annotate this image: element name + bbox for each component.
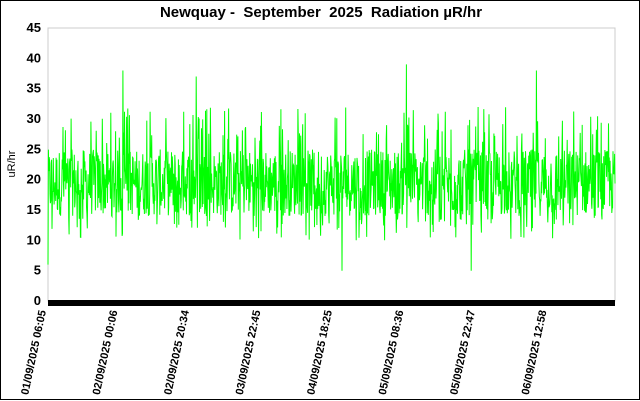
x-tick-label: 05/09/2025 22:47 (448, 309, 478, 396)
y-tick-label: 15 (27, 202, 41, 217)
series-layer (47, 64, 616, 271)
chart-title: Newquay - September 2025 Radiation µR/hr (159, 4, 483, 21)
x-axis-bar (48, 300, 615, 306)
y-tick-label: 5 (34, 263, 41, 278)
y-tick-label: 0 (34, 293, 41, 308)
y-tick-label: 10 (27, 232, 41, 247)
x-tick-label: 01/09/2025 06:05 (19, 309, 49, 396)
y-tick-label: 45 (27, 20, 41, 35)
x-tick-label: 04/09/2025 18:25 (305, 309, 335, 396)
x-tick-label: 06/09/2025 12:58 (520, 309, 550, 396)
y-tick-label: 25 (27, 141, 41, 156)
y-axis-label: uR/hr (6, 150, 18, 177)
y-tick-label: 30 (27, 111, 41, 126)
y-tick-label: 40 (27, 50, 41, 65)
y-tick-label: 35 (27, 81, 41, 96)
y-tick-labels: 0 5 10 15 20 25 30 35 40 45 (27, 20, 41, 308)
x-tick-label: 02/09/2025 20:34 (162, 308, 192, 396)
x-tick-label: 03/09/2025 22:45 (234, 309, 264, 396)
x-tick-label: 02/09/2025 00:06 (91, 309, 121, 396)
radiation-series-line (47, 64, 616, 271)
y-tick-label: 20 (27, 172, 41, 187)
x-tick-labels: 01/09/2025 06:05 02/09/2025 00:06 02/09/20… (19, 308, 549, 396)
x-tick-label: 05/09/2025 08:36 (377, 309, 407, 396)
